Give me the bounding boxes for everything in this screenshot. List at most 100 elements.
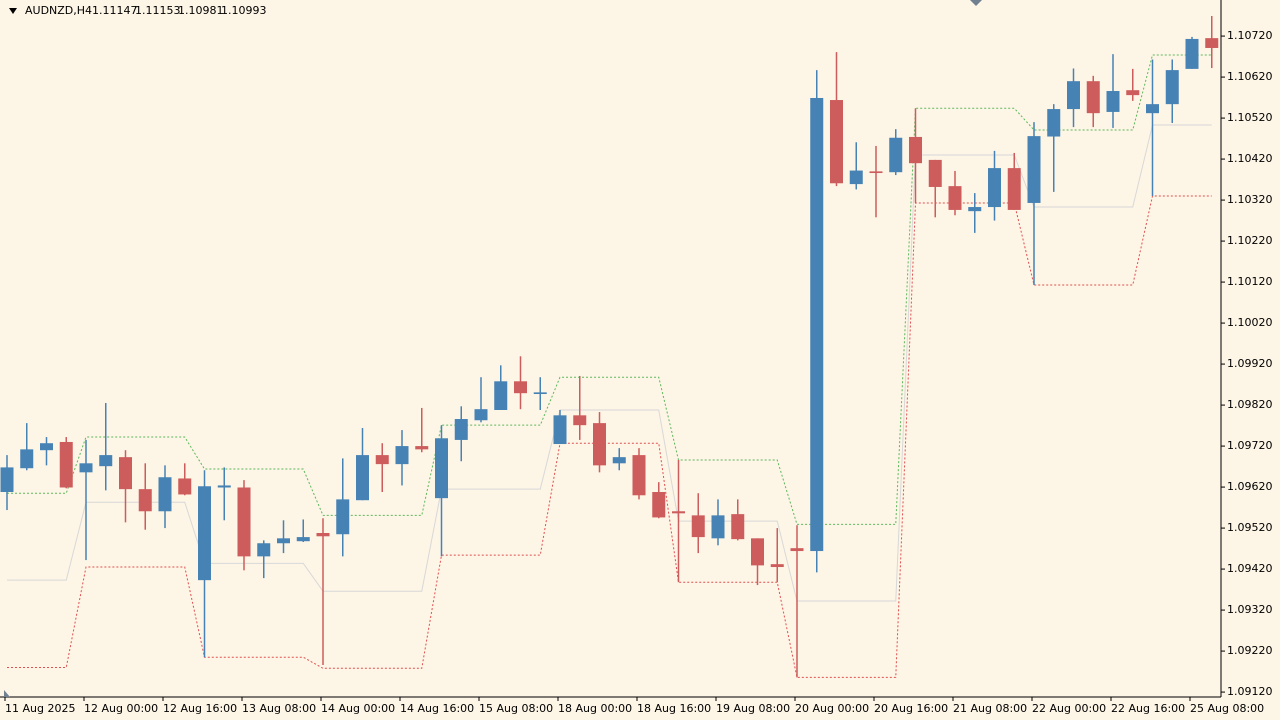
- candle-body: [691, 515, 705, 538]
- x-tick-label: 18 Aug 00:00: [558, 702, 632, 715]
- x-tick-label: 12 Aug 16:00: [163, 702, 237, 715]
- candle-body: [672, 511, 685, 514]
- candle-body: [849, 170, 863, 185]
- candle-body: [79, 463, 93, 473]
- candle-body: [1126, 90, 1140, 96]
- y-tick-label: 1.09920: [1227, 357, 1273, 370]
- y-tick-label: 1.10720: [1227, 29, 1273, 42]
- candle-body: [474, 409, 488, 421]
- x-tick-label: 22 Aug 00:00: [1032, 702, 1106, 715]
- candle-body: [988, 168, 1001, 208]
- x-tick-label: 22 Aug 16:00: [1111, 702, 1185, 715]
- y-tick-label: 1.09420: [1227, 562, 1273, 575]
- candle-body: [119, 457, 132, 490]
- candle-body: [0, 467, 14, 492]
- y-tick-label: 1.09220: [1227, 644, 1273, 657]
- x-tick-label: 20 Aug 16:00: [874, 702, 948, 715]
- candle-body: [1205, 38, 1219, 48]
- y-tick-label: 1.09520: [1227, 521, 1273, 534]
- candle-body: [830, 100, 843, 184]
- x-tick-label: 19 Aug 08:00: [716, 702, 790, 715]
- y-tick-label: 1.10020: [1227, 316, 1273, 329]
- shift-marker[interactable]: [4, 690, 10, 697]
- x-tick-label: 14 Aug 00:00: [321, 702, 395, 715]
- candle-body: [909, 136, 922, 164]
- header-quote: 1.10981: [178, 4, 224, 17]
- candle-body: [652, 492, 666, 518]
- candle-body: [20, 449, 34, 469]
- candle-body: [237, 487, 251, 557]
- candle-body: [1086, 81, 1100, 114]
- candle-body: [158, 477, 172, 512]
- candle-body: [612, 457, 626, 464]
- candle-body: [217, 485, 231, 488]
- scroll-marker[interactable]: [970, 0, 982, 6]
- candle-body: [770, 564, 784, 568]
- candle-body: [336, 499, 350, 535]
- candle-body: [593, 423, 606, 466]
- candle-body: [632, 455, 646, 496]
- x-tick-label: 11 Aug 2025: [5, 702, 75, 715]
- candle-body: [790, 548, 804, 552]
- candle-body: [356, 455, 369, 501]
- candle-body: [1106, 91, 1120, 112]
- y-tick-label: 1.10520: [1227, 111, 1273, 124]
- y-tick-label: 1.10320: [1227, 193, 1273, 206]
- chart-title: AUDNZD,H4: [25, 4, 92, 17]
- candle-body: [731, 514, 745, 540]
- candle-body: [1067, 81, 1080, 110]
- menu-arrow[interactable]: [9, 8, 17, 14]
- candle-body: [257, 543, 271, 557]
- y-tick-label: 1.09620: [1227, 480, 1273, 493]
- candle-body: [889, 137, 903, 173]
- y-tick-label: 1.09120: [1227, 685, 1273, 698]
- candle-body: [494, 381, 508, 410]
- y-tick-label: 1.09720: [1227, 439, 1273, 452]
- candle-body: [1165, 70, 1179, 105]
- candle-body: [533, 392, 547, 395]
- candle-body: [948, 186, 962, 210]
- candle-body: [415, 446, 429, 450]
- candle-body: [928, 159, 942, 187]
- x-tick-label: 20 Aug 00:00: [795, 702, 869, 715]
- candle-body: [395, 446, 409, 465]
- candle-body: [454, 419, 468, 440]
- candle-body: [1047, 109, 1061, 137]
- header-quote: 1.10993: [221, 4, 267, 17]
- candle-body: [59, 441, 73, 488]
- x-tick-label: 21 Aug 08:00: [953, 702, 1027, 715]
- y-tick-label: 1.10220: [1227, 234, 1273, 247]
- candle-body: [277, 538, 290, 544]
- candle-body: [316, 533, 330, 537]
- header-quote: 1.11153: [135, 4, 181, 17]
- candle-body: [1007, 168, 1021, 210]
- x-tick-label: 14 Aug 16:00: [400, 702, 474, 715]
- candle-body: [711, 515, 725, 539]
- x-tick-label: 25 Aug 08:00: [1190, 702, 1264, 715]
- candle-body: [138, 489, 152, 512]
- candle-body: [435, 438, 448, 499]
- candle-body: [1146, 104, 1159, 114]
- candle-body: [968, 207, 982, 212]
- candle-body: [1027, 136, 1041, 203]
- candle-body: [40, 443, 53, 451]
- candle-body: [99, 455, 113, 467]
- candle-body: [869, 171, 883, 174]
- y-tick-label: 1.10620: [1227, 70, 1273, 83]
- x-tick-label: 12 Aug 00:00: [84, 702, 158, 715]
- x-tick-label: 13 Aug 08:00: [242, 702, 316, 715]
- candle-body: [296, 537, 310, 542]
- candle-body: [573, 415, 587, 426]
- y-tick-label: 1.09320: [1227, 603, 1273, 616]
- candle-body: [1185, 38, 1199, 69]
- candle-body: [553, 415, 567, 445]
- header-quote: 1.11147: [92, 4, 138, 17]
- candle-body: [178, 478, 192, 495]
- x-tick-label: 15 Aug 08:00: [479, 702, 553, 715]
- y-tick-label: 1.10420: [1227, 152, 1273, 165]
- candle-body: [514, 381, 527, 394]
- candle-body: [375, 455, 389, 465]
- candle-body: [810, 97, 824, 552]
